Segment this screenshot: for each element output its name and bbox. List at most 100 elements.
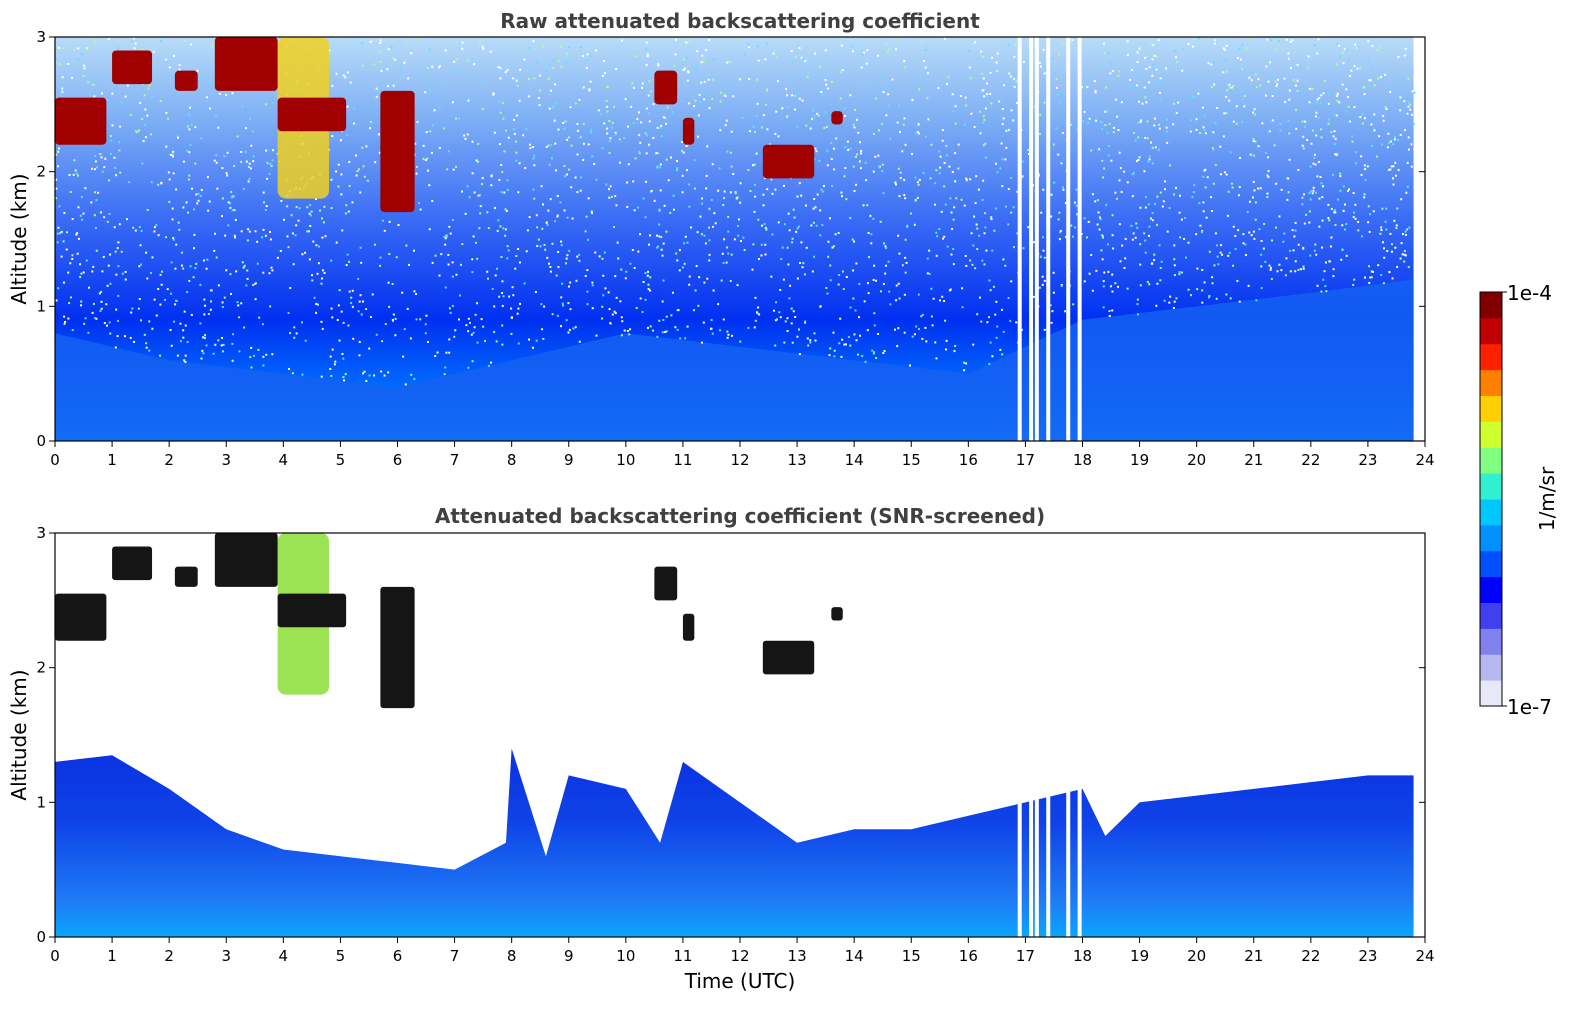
boundary-layer bbox=[55, 279, 1414, 441]
colorbar-label: 1/m/sr bbox=[1535, 466, 1559, 531]
x-tick-label: 4 bbox=[279, 451, 289, 469]
x-tick-label: 17 bbox=[1016, 947, 1035, 965]
x-tick-label: 4 bbox=[279, 947, 289, 965]
raw-x-axis: 0 1 2 3 4 5 6 7 8 9 10 11 12 13 14 15 16 17 18 19 20 21 22 23 24 bbox=[50, 441, 1435, 469]
y-tick-label: 1 bbox=[36, 297, 46, 315]
data-gap bbox=[1029, 37, 1034, 441]
y-tick-label: 3 bbox=[36, 524, 46, 542]
x-tick-label: 10 bbox=[616, 947, 635, 965]
x-tick-label: 17 bbox=[1016, 451, 1035, 469]
x-tick-label: 21 bbox=[1244, 947, 1263, 965]
colorbar-step bbox=[1480, 395, 1502, 422]
cloud-layer bbox=[654, 566, 678, 601]
x-tick-label: 0 bbox=[50, 947, 60, 965]
x-tick-label: 23 bbox=[1358, 451, 1377, 469]
data-gap bbox=[1066, 533, 1071, 937]
screened-x-axis: 0 1 2 3 4 5 6 7 8 9 10 11 12 13 14 15 16 17 18 19 20 21 22 23 24 bbox=[50, 937, 1435, 965]
cloud-layer bbox=[380, 586, 415, 709]
x-tick-label: 1 bbox=[107, 947, 117, 965]
cloud-layer bbox=[380, 90, 415, 213]
colorbar-step bbox=[1480, 524, 1502, 552]
x-tick-label: 21 bbox=[1244, 451, 1263, 469]
colorbar-step bbox=[1480, 473, 1502, 500]
screened-panel-title: Attenuated backscattering coefficient (S… bbox=[435, 504, 1045, 528]
x-axis-label: Time (UTC) bbox=[684, 969, 796, 993]
cloud-layer bbox=[112, 50, 153, 85]
data-gap bbox=[1077, 37, 1082, 441]
x-tick-label: 1 bbox=[107, 451, 117, 469]
cloud-layer bbox=[654, 70, 678, 105]
colorbar-step bbox=[1480, 317, 1502, 345]
x-tick-label: 23 bbox=[1358, 947, 1377, 965]
cloud-layer bbox=[174, 566, 198, 587]
cloud-layer bbox=[831, 111, 843, 125]
cloud-layer bbox=[174, 70, 198, 91]
colorbar-step bbox=[1480, 292, 1502, 319]
x-tick-label: 3 bbox=[221, 947, 231, 965]
colorbar-step bbox=[1480, 447, 1502, 474]
colorbar-step bbox=[1480, 680, 1502, 707]
x-tick-label: 14 bbox=[845, 451, 864, 469]
data-gap bbox=[1077, 533, 1082, 937]
colorbar-min-label: 1e-7 bbox=[1507, 695, 1552, 719]
y-tick-label: 2 bbox=[36, 659, 46, 677]
screened-backscatter-panel: Attenuated backscattering coefficient (S… bbox=[7, 504, 1435, 993]
x-tick-label: 6 bbox=[393, 451, 403, 469]
x-tick-label: 13 bbox=[788, 947, 807, 965]
x-tick-label: 19 bbox=[1130, 947, 1149, 965]
x-tick-label: 6 bbox=[393, 947, 403, 965]
data-gap bbox=[1066, 37, 1071, 441]
cloud-layer bbox=[831, 607, 843, 621]
y-tick-label: 1 bbox=[36, 793, 46, 811]
data-gap bbox=[1017, 37, 1022, 441]
x-tick-label: 20 bbox=[1187, 947, 1206, 965]
colorbar-max-label: 1e-4 bbox=[1507, 281, 1552, 305]
x-tick-label: 5 bbox=[336, 947, 346, 965]
colorbar-step bbox=[1480, 499, 1502, 526]
x-tick-label: 3 bbox=[221, 451, 231, 469]
x-tick-label: 8 bbox=[507, 451, 517, 469]
x-tick-label: 11 bbox=[673, 451, 692, 469]
raw-panel-title: Raw attenuated backscattering coefficien… bbox=[500, 9, 980, 33]
cloud-layer bbox=[277, 593, 347, 628]
screened-y-axis: 0 1 2 3 bbox=[36, 524, 1425, 946]
y-tick-label: 3 bbox=[36, 28, 46, 46]
x-tick-label: 15 bbox=[902, 451, 921, 469]
screened-heatmap bbox=[55, 533, 1414, 937]
x-tick-label: 22 bbox=[1301, 947, 1320, 965]
cloud-layer bbox=[682, 117, 695, 145]
x-tick-label: 7 bbox=[450, 451, 460, 469]
x-tick-label: 12 bbox=[730, 947, 749, 965]
colorbar-step bbox=[1480, 602, 1502, 629]
cloud-layer bbox=[277, 97, 347, 132]
data-gap bbox=[1034, 37, 1039, 441]
y-tick-label: 2 bbox=[36, 163, 46, 181]
data-gap bbox=[1017, 533, 1022, 937]
y-tick-label: 0 bbox=[36, 432, 46, 450]
colorbar-frame bbox=[1479, 291, 1503, 707]
cloud-layer bbox=[214, 37, 278, 91]
colorbar-step bbox=[1480, 343, 1502, 371]
x-tick-label: 22 bbox=[1301, 451, 1320, 469]
x-tick-label: 5 bbox=[336, 451, 346, 469]
x-tick-label: 15 bbox=[902, 947, 921, 965]
x-tick-label: 8 bbox=[507, 947, 517, 965]
x-tick-label: 2 bbox=[164, 947, 174, 965]
screened-region bbox=[55, 748, 1414, 937]
x-tick-label: 7 bbox=[450, 947, 460, 965]
cloud-layer bbox=[55, 97, 107, 145]
colorbar-step bbox=[1480, 369, 1502, 396]
x-tick-label: 9 bbox=[564, 451, 574, 469]
x-tick-label: 2 bbox=[164, 451, 174, 469]
cloud-layer bbox=[112, 546, 153, 581]
data-gap bbox=[1034, 533, 1039, 937]
x-tick-label: 13 bbox=[788, 451, 807, 469]
x-tick-label: 16 bbox=[959, 451, 978, 469]
screened-y-axis-label: Altitude (km) bbox=[7, 669, 31, 800]
cloud-layer bbox=[762, 144, 815, 179]
raw-y-axis: 0 1 2 3 bbox=[36, 28, 1425, 450]
x-tick-label: 19 bbox=[1130, 451, 1149, 469]
data-gap bbox=[1029, 533, 1034, 937]
raw-heatmap bbox=[55, 37, 1416, 441]
colorbar-step bbox=[1480, 550, 1502, 578]
